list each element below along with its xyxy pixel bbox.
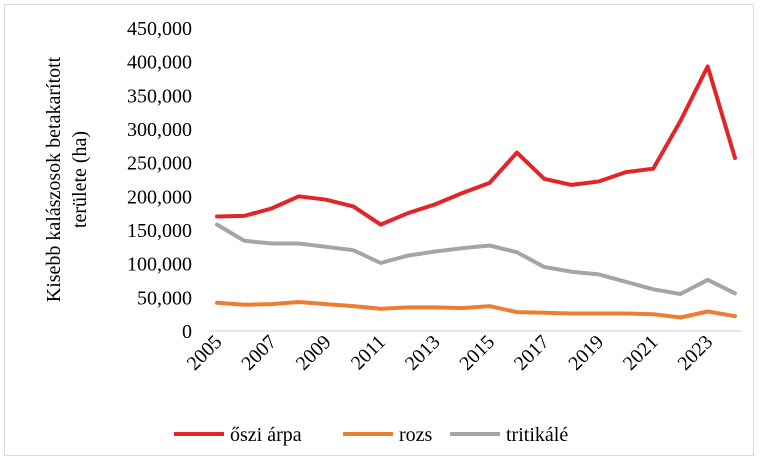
y-axis-title-line: területe (ha): [69, 131, 91, 228]
x-tick-label: 2007: [237, 331, 281, 375]
legend-label: őszi árpa: [230, 424, 302, 446]
x-tick-label: 2019: [564, 331, 608, 375]
chart-frame: [4, 4, 754, 456]
x-tick-label: 2009: [292, 331, 336, 375]
x-tick-label: 2017: [510, 331, 554, 375]
series-line-1: [215, 64, 737, 227]
y-axis-title-line: Kisebb kalászosok betakarított: [43, 56, 65, 302]
y-tick-label: 250,000: [127, 153, 192, 175]
legend-label: tritikálé: [506, 424, 568, 446]
series-layer: [215, 64, 737, 320]
x-tick-label: 2011: [347, 331, 390, 374]
y-tick-label: 350,000: [127, 85, 192, 107]
y-tick-label: 300,000: [127, 119, 192, 141]
y-tick-label: 100,000: [127, 254, 192, 276]
x-tick-label: 2015: [455, 331, 499, 375]
y-tick-label: 200,000: [127, 186, 192, 208]
y-tick-label: 50,000: [137, 287, 192, 309]
x-axis-ticks: 2005 2007 2009 2011 2013 2015 2017 2019 2021 2023: [183, 331, 718, 375]
y-tick-label: 0: [182, 321, 192, 343]
y-tick-label: 400,000: [127, 52, 192, 74]
y-axis-ticks: 0 50,000 100,000 150,000 200,000 250,000 300,0…: [127, 18, 192, 343]
series-line-2: [215, 300, 737, 320]
y-axis-title: Kisebb kalászosok betakarított területe (…: [43, 56, 91, 302]
y-tick-label: 150,000: [127, 220, 192, 242]
series-line-3: [215, 222, 737, 296]
x-tick-label: 2021: [619, 331, 663, 375]
y-tick-label: 450,000: [127, 18, 192, 40]
legend: őszi árpa rozs tritikálé: [174, 424, 568, 446]
x-tick-label: 2023: [673, 331, 717, 375]
x-tick-label: 2013: [401, 331, 445, 375]
legend-label: rozs: [399, 424, 433, 446]
